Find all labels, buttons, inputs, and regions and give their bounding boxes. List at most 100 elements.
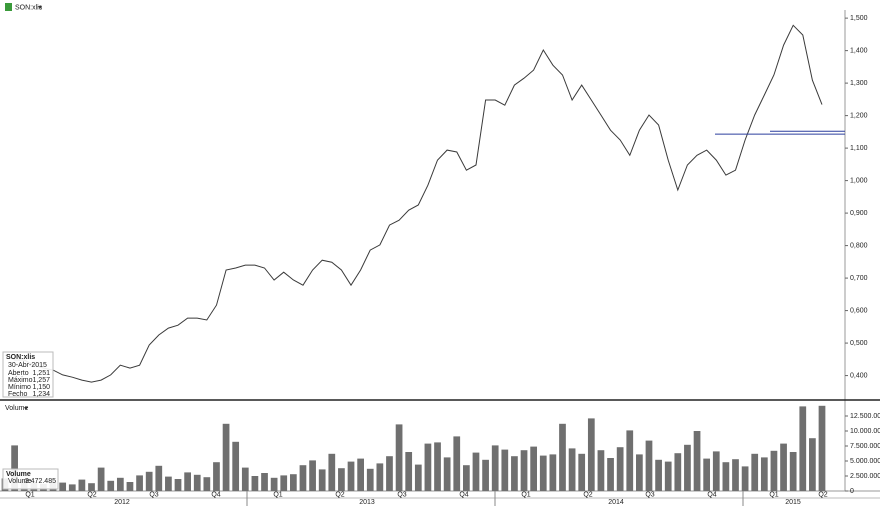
volume-bar (741, 466, 749, 491)
volume-bar (357, 458, 364, 491)
volume-bar (491, 445, 499, 491)
volume-bar (809, 438, 816, 491)
volume-bar (174, 479, 182, 491)
volume-bar (530, 446, 538, 491)
volume-bar (318, 469, 326, 491)
quarter-label: Q1 (25, 491, 34, 498)
volume-bar (511, 456, 518, 491)
volume-bar (453, 436, 461, 491)
y-tick-label: 10.000.000 (850, 428, 880, 435)
y-tick-label: 1,100 (850, 145, 868, 152)
volume-bar (328, 453, 336, 491)
quarter-label: Q1 (273, 491, 282, 498)
volume-bar (712, 451, 720, 491)
legend-title: Volume (6, 471, 31, 478)
quarter-label: Q3 (149, 491, 158, 498)
volume-bar (722, 462, 730, 491)
volume-bar (376, 463, 384, 491)
dropdown-arrow[interactable] (24, 407, 28, 410)
volume-bar (11, 445, 18, 491)
volume-bar (193, 474, 201, 491)
volume-bar (414, 464, 422, 491)
quarter-label: Q4 (707, 491, 716, 498)
volume-bar (338, 468, 345, 491)
volume-bar (184, 472, 191, 491)
y-tick-label: 0,400 (850, 372, 868, 379)
volume-bar (88, 483, 95, 491)
y-tick-label: 1,500 (850, 15, 868, 22)
volume-bar (760, 457, 768, 491)
volume-bar (241, 467, 249, 491)
dropdown-arrow[interactable] (38, 6, 42, 9)
y-tick-label: 1,400 (850, 47, 868, 54)
info-value: 1,150 (32, 384, 50, 391)
volume-bar (165, 476, 172, 491)
info-value: 1,234 (32, 391, 50, 398)
quarter-label: Q1 (521, 491, 530, 498)
volume-bar (770, 450, 778, 491)
volume-bar (232, 441, 240, 491)
volume-bar (472, 452, 480, 491)
volume-bar (568, 448, 576, 491)
volume-bar (626, 430, 634, 491)
quarter-label: Q2 (335, 491, 344, 498)
volume-bar (587, 418, 595, 491)
volume-bar (366, 468, 374, 491)
volume-bar (68, 484, 76, 491)
volume-bar (261, 473, 268, 491)
volume-bar (703, 458, 711, 491)
volume-bar (424, 443, 432, 491)
symbol-icon (5, 3, 12, 11)
info-label: Máximo (8, 377, 33, 384)
info-value: 1,257 (32, 377, 50, 384)
volume-bar (289, 474, 297, 491)
info-symbol: SON:xlis (6, 354, 35, 361)
quarter-label: Q3 (397, 491, 406, 498)
y-tick-label: 1,300 (850, 80, 868, 87)
chart-title[interactable]: SON:xlis (15, 4, 43, 11)
y-tick-label: 1,000 (850, 177, 868, 184)
volume-bar (222, 423, 230, 491)
info-label: Mínimo (8, 384, 31, 391)
volume-bar (347, 461, 355, 491)
volume-title[interactable]: Volume (5, 405, 28, 412)
legend-label: Volume (8, 478, 31, 485)
legend-value: 3.472.485 (25, 478, 56, 485)
volume-bar (607, 458, 614, 491)
y-tick-label: 0,500 (850, 340, 868, 347)
volume-bar (732, 459, 739, 491)
y-tick-label: 2.500.000 (850, 473, 880, 480)
volume-bar (443, 457, 451, 491)
volume-bar (97, 467, 105, 491)
volume-bar (636, 454, 643, 491)
volume-bar (520, 450, 528, 491)
volume-bar (463, 465, 470, 491)
volume-bar (145, 471, 153, 491)
year-label: 2015 (785, 499, 801, 506)
volume-bar (674, 453, 682, 491)
volume-bar (309, 460, 316, 491)
volume-bar (539, 455, 547, 491)
y-tick-label: 0 (850, 488, 854, 495)
info-date: 30-Abr-2015 (8, 362, 47, 369)
volume-bar (251, 476, 259, 491)
quarter-label: Q1 (769, 491, 778, 498)
volume-bar (684, 444, 691, 491)
volume-bar (655, 459, 662, 491)
volume-bar (395, 424, 403, 491)
volume-bar (693, 431, 701, 491)
y-tick-label: 5.000.000 (850, 458, 880, 465)
y-tick-label: 0,600 (850, 307, 868, 314)
volume-bar (751, 453, 759, 491)
quarter-label: Q2 (818, 491, 827, 498)
volume-bar (136, 475, 143, 491)
volume-bar (213, 462, 220, 491)
quarter-label: Q2 (87, 491, 96, 498)
volume-bar (799, 406, 807, 491)
volume-bar (78, 479, 86, 491)
volume-bar (280, 475, 288, 491)
volume-bar (107, 480, 115, 491)
volume-bar (299, 465, 307, 491)
